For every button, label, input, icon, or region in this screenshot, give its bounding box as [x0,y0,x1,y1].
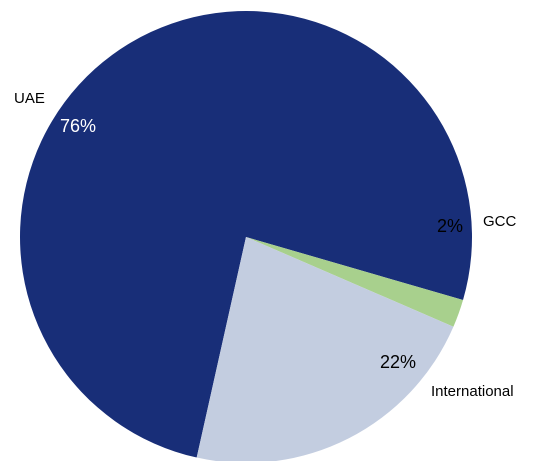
pie-slice-international [196,237,454,461]
pie-slice-uae [20,11,473,458]
category-label-gcc: GCC [483,213,517,230]
labels-layer: UAE 76% GCC 2% International 22% [14,90,517,400]
category-label-uae: UAE [14,90,45,107]
pie-slice-gcc [246,237,464,327]
slices-layer [20,11,473,461]
value-label-international: 22% [380,352,416,372]
value-label-gcc: 2% [437,216,463,236]
category-label-international: International [431,383,514,400]
value-label-uae: 76% [60,116,96,136]
